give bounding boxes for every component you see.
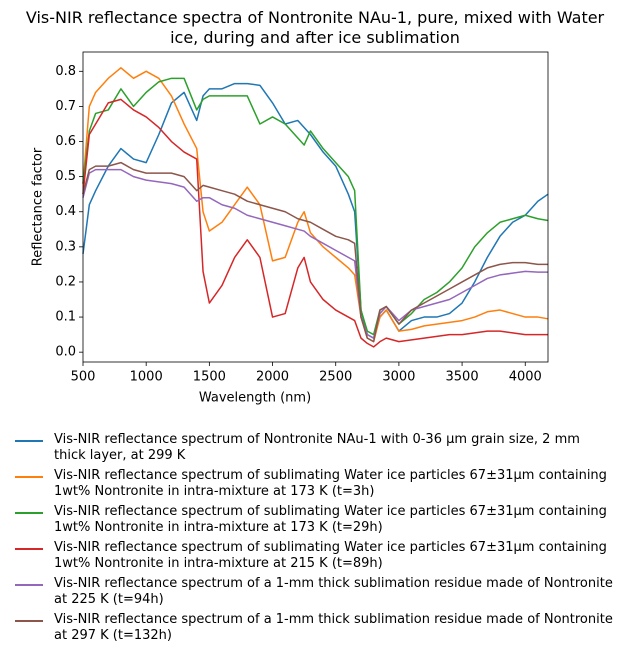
x-tick-label: 500 [71, 370, 96, 385]
y-tick-label: 0.2 [55, 274, 76, 289]
x-tick-label: 3500 [446, 370, 479, 385]
y-tick-label: 0.8 [55, 64, 76, 79]
legend-swatch [15, 440, 43, 442]
legend-label: Vis-NIR reflectance spectrum of sublimat… [54, 540, 607, 571]
legend-label: Vis-NIR reflectance spectrum of a 1-mm t… [54, 612, 613, 643]
x-tick-label: 2000 [256, 370, 289, 385]
plot-frame [82, 51, 549, 363]
y-tick-label: 0.3 [55, 239, 76, 254]
series-line [82, 67, 549, 343]
legend-item: Vis-NIR reflectance spectrum of a 1-mm t… [15, 612, 620, 644]
series-line [82, 161, 548, 343]
legend-swatch [15, 620, 43, 622]
x-axis-label: Wavelength (nm) [199, 391, 311, 406]
y-tick-label: 0.5 [55, 169, 76, 184]
x-tick-label: 4000 [509, 370, 542, 385]
series-line [82, 98, 548, 348]
chart: 500 1000 1500 2000 2500 3000 3500 4000 0.0 0.1 0.2… [31, 51, 549, 406]
legend-item: Vis-NIR reflectance spectrum of sublimat… [15, 468, 620, 500]
series-line [82, 168, 548, 339]
legend-label: Vis-NIR reflectance spectrum of a 1-mm t… [54, 576, 613, 607]
y-tick-label: 0.6 [55, 134, 76, 149]
x-tick-label: 1000 [130, 370, 163, 385]
chart-title: Vis-NIR reflectance spectra of Nontronit… [25, 8, 605, 47]
legend-item: Vis-NIR reflectance spectrum of sublimat… [15, 540, 620, 572]
legend: Vis-NIR reflectance spectrum of Nontroni… [15, 432, 620, 644]
y-tick-label: 0.7 [55, 99, 76, 114]
legend-label: Vis-NIR reflectance spectrum of sublimat… [54, 504, 607, 535]
series-line [82, 77, 549, 336]
legend-swatch [15, 548, 43, 550]
y-tick-label: 0.1 [55, 310, 76, 325]
x-tick-label: 3000 [382, 370, 415, 385]
legend-swatch [15, 476, 43, 478]
y-tick-label: 0.4 [55, 204, 76, 219]
legend-item: Vis-NIR reflectance spectrum of a 1-mm t… [15, 576, 620, 608]
y-tick-label: 0.0 [55, 345, 76, 360]
x-tick-label: 1500 [193, 370, 226, 385]
legend-item: Vis-NIR reflectance spectrum of sublimat… [15, 504, 620, 536]
legend-label: Vis-NIR reflectance spectrum of sublimat… [54, 468, 607, 499]
legend-swatch [15, 584, 43, 586]
legend-swatch [15, 512, 43, 514]
y-axis-label: Reflectance factor [31, 147, 46, 266]
legend-label: Vis-NIR reflectance spectrum of Nontroni… [54, 432, 580, 463]
x-tick-label: 2500 [319, 370, 352, 385]
legend-item: Vis-NIR reflectance spectrum of Nontroni… [15, 432, 620, 464]
